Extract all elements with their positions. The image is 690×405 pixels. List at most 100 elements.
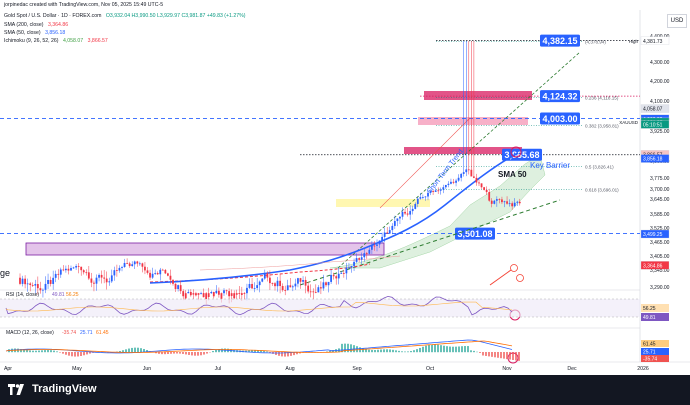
price-chart[interactable]: 4,400.004,300.004,200.004,100.004,000.00… bbox=[0, 0, 690, 375]
cross-marker bbox=[510, 264, 518, 272]
resistance-zone-upper bbox=[424, 91, 532, 100]
candle-body bbox=[320, 287, 322, 289]
sma50-annotation: SMA 50 bbox=[498, 170, 527, 179]
candle-body bbox=[355, 258, 358, 262]
candle-body bbox=[406, 213, 409, 215]
macd-histogram-bar bbox=[65, 352, 67, 355]
macd-histogram-bar bbox=[122, 350, 124, 353]
axis-badge: High 4,381.73 bbox=[629, 36, 670, 45]
macd-histogram-bar bbox=[62, 352, 64, 354]
candle-body bbox=[205, 293, 208, 300]
candle-body bbox=[495, 199, 498, 201]
symbol-name[interactable]: Gold Spot / U.S. Dollar · 1D · FOREX.com bbox=[4, 13, 102, 19]
macd-histogram-bar bbox=[167, 352, 169, 355]
candle-body bbox=[44, 283, 47, 290]
macd-histogram-bar bbox=[26, 350, 28, 353]
macd-value-2: 25.71 bbox=[80, 330, 93, 336]
candle-body bbox=[121, 267, 123, 268]
y-tick-label: 4,100.00 bbox=[650, 99, 670, 105]
candle-body bbox=[473, 176, 475, 178]
currency-label[interactable]: USD bbox=[667, 14, 687, 28]
macd-histogram-bar bbox=[23, 349, 25, 353]
sma200-value: 3,364.86 bbox=[47, 22, 69, 28]
candle-body bbox=[506, 201, 508, 204]
axis-badge-text: 4,381.73 bbox=[643, 39, 663, 45]
candle-body bbox=[434, 190, 437, 192]
rsi-axis-badge-a bbox=[641, 304, 669, 312]
candle-body bbox=[212, 292, 215, 297]
macd-histogram-bar bbox=[440, 345, 442, 353]
x-tick-label: 2026 bbox=[637, 366, 649, 372]
short-trend-line bbox=[379, 117, 471, 209]
candle-body bbox=[59, 269, 62, 275]
symbol-line: Gold Spot / U.S. Dollar · 1D · FOREX.com… bbox=[4, 13, 249, 19]
sma200-legend[interactable]: SMA (200, close) 3,364.86 bbox=[4, 22, 71, 28]
candle-body bbox=[447, 183, 450, 185]
sma50-label: SMA (50, close) bbox=[4, 30, 41, 36]
candle-body bbox=[57, 273, 60, 275]
candle-body bbox=[422, 197, 424, 198]
macd-histogram-bar bbox=[434, 344, 436, 353]
macd-histogram-bar bbox=[380, 349, 382, 353]
macd-histogram-bar bbox=[68, 352, 70, 356]
candle-body bbox=[274, 283, 276, 287]
macd-signal-line bbox=[5, 340, 513, 353]
candle-body bbox=[467, 169, 470, 171]
cross-marker-2 bbox=[516, 274, 524, 282]
macd-value-3: 61.45 bbox=[96, 330, 109, 336]
candle-body bbox=[511, 203, 514, 207]
candle-body bbox=[291, 286, 294, 288]
macd-histogram-bar bbox=[395, 350, 397, 353]
candle-body bbox=[332, 275, 335, 277]
macd-histogram-bar bbox=[482, 352, 484, 356]
sma50-line bbox=[149, 152, 519, 284]
candle-body bbox=[358, 258, 361, 260]
y-tick-label: 3,700.00 bbox=[650, 187, 670, 193]
key-barrier-zone bbox=[404, 147, 522, 154]
candle-body bbox=[116, 270, 118, 271]
candle-body bbox=[444, 184, 447, 188]
candle-body bbox=[284, 290, 287, 291]
candle-body bbox=[470, 169, 473, 177]
candle-body bbox=[233, 293, 236, 299]
candle-body bbox=[159, 269, 162, 275]
axis-badge-box bbox=[640, 120, 670, 129]
y-tick-label: 3,345.00 bbox=[650, 268, 670, 274]
candle-body bbox=[31, 285, 34, 286]
tradingview-footer: TradingView bbox=[0, 375, 690, 405]
rsi-axis-text-b: 49.81 bbox=[643, 315, 656, 321]
candle-body bbox=[210, 292, 213, 294]
candle-body bbox=[363, 253, 366, 258]
macd-histogram-bar bbox=[137, 347, 139, 353]
macd-histogram-bar bbox=[263, 350, 265, 353]
candle-body bbox=[110, 275, 113, 282]
resistance-zone-middle bbox=[418, 117, 528, 125]
ichimoku-legend[interactable]: Ichimoku (9, 26, 52, 26) 4,058.07 3,866.… bbox=[4, 38, 111, 44]
candle-body bbox=[138, 263, 141, 265]
fib-label: 0.382 (3,958.81) bbox=[585, 124, 619, 129]
candle-body bbox=[365, 253, 368, 254]
macd-histogram-bar bbox=[341, 343, 343, 353]
candle-body bbox=[340, 273, 343, 274]
candle-body bbox=[501, 199, 503, 203]
candle-body bbox=[220, 293, 223, 299]
axis-badge-text: 4,058.07 bbox=[643, 107, 663, 113]
macd-histogram-bar bbox=[125, 349, 127, 353]
macd-histogram-bar bbox=[206, 352, 208, 354]
candle-body bbox=[93, 282, 95, 284]
candle-body bbox=[335, 276, 338, 279]
sma50-legend[interactable]: SMA (50, close) 3,856.18 bbox=[4, 30, 68, 36]
candle-body bbox=[95, 277, 98, 284]
candle-body bbox=[450, 181, 452, 184]
callout-box bbox=[540, 112, 580, 125]
rsi-label: RSI (14, close) bbox=[6, 292, 39, 298]
candle-body bbox=[195, 293, 197, 296]
callout-text: 4,003.00 bbox=[542, 114, 577, 124]
candle-body bbox=[388, 230, 391, 234]
macd-histogram-bar bbox=[266, 351, 268, 353]
y-tick-label: 4,200.00 bbox=[650, 79, 670, 85]
candle-body bbox=[439, 189, 442, 191]
macd-histogram-bar bbox=[155, 352, 157, 354]
candle-body bbox=[312, 291, 315, 293]
macd-histogram-bar bbox=[443, 345, 445, 353]
